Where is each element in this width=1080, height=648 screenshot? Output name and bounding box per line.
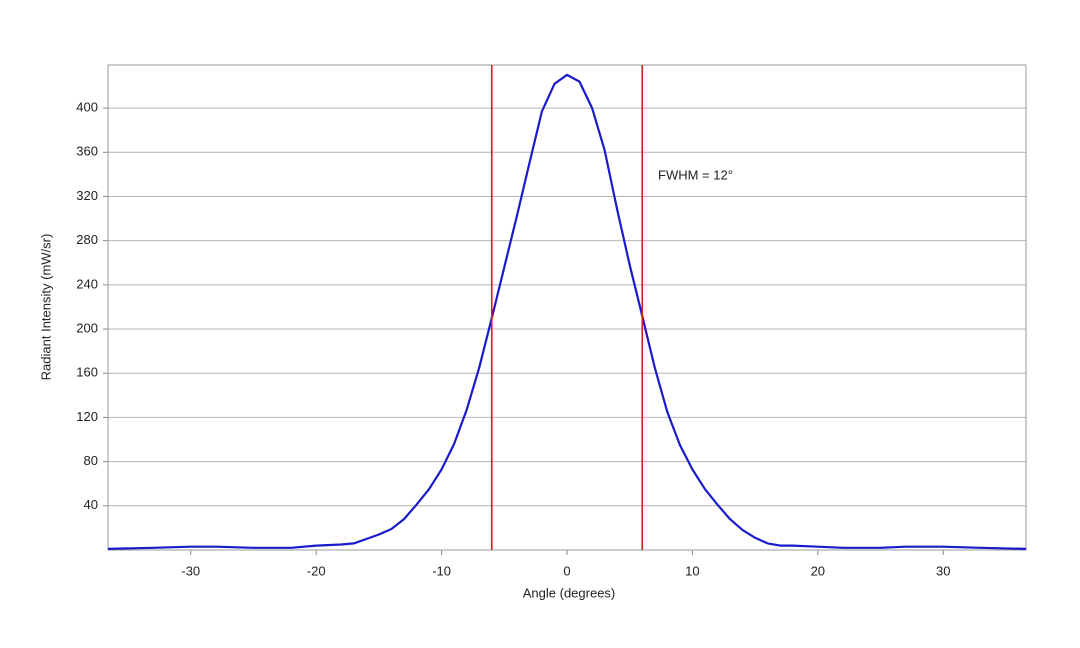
plot-border [107,64,1027,551]
annotation: FWHM = 12° [658,167,733,182]
y-tick-label: 280 [76,232,98,247]
x-axis-label: Angle (degrees) [523,585,616,600]
y-tick-label: 200 [76,320,98,335]
y-tick-label: 360 [76,144,98,159]
y-tick-label: 80 [84,453,98,468]
y-tick-label: 240 [76,276,98,291]
x-tick-label: 30 [936,563,950,578]
x-tick-label: 10 [685,563,699,578]
y-axis-label: Radiant Intensity (mW/sr) [38,234,53,381]
x-tick-label: -30 [181,563,200,578]
y-tick-label: 120 [76,409,98,424]
y-tick-label: 400 [76,100,98,115]
x-tick-label: -10 [432,563,451,578]
x-tick-label: 20 [811,563,825,578]
line-series [107,73,1027,550]
y-tick-label: 320 [76,188,98,203]
x-tick-label: -20 [307,563,326,578]
x-tick-label: 0 [563,563,570,578]
y-tick-label: 40 [84,497,98,512]
y-tick-label: 160 [76,365,98,380]
